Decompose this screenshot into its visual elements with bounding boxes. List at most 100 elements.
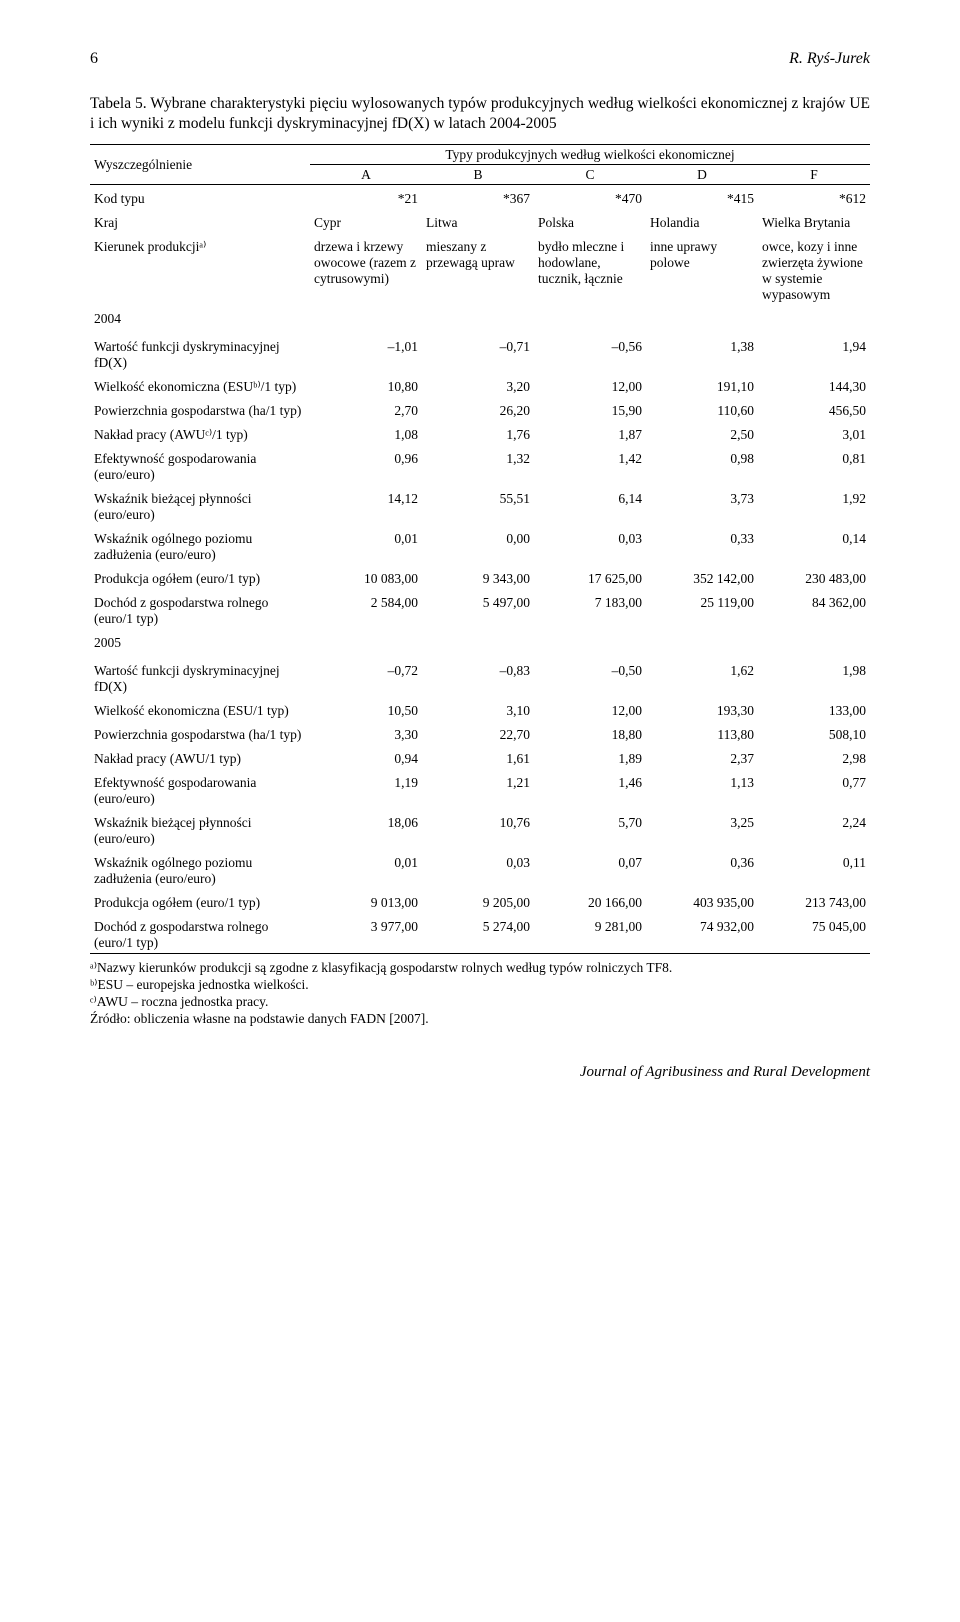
- row-label: Dochód z gospodarstwa rolnego (euro/1 ty…: [90, 913, 310, 954]
- cell: mieszany z przewagą upraw: [422, 233, 534, 305]
- cell: 74 932,00: [646, 913, 758, 954]
- row-label: Wartość funkcji dyskryminacyjnej fD(X): [90, 657, 310, 697]
- cell: *367: [422, 185, 534, 210]
- cell: 1,19: [310, 769, 422, 809]
- cell: Litwa: [422, 209, 534, 233]
- cell: 3,25: [646, 809, 758, 849]
- cell: 0,07: [534, 849, 646, 889]
- cell: 144,30: [758, 373, 870, 397]
- cell: Polska: [534, 209, 646, 233]
- cell: owce, kozy i inne zwierzęta żywione w sy…: [758, 233, 870, 305]
- cell: 10,76: [422, 809, 534, 849]
- row-label: Efektywność gospodarowania (euro/euro): [90, 769, 310, 809]
- cell: –1,01: [310, 333, 422, 373]
- cell: 5,70: [534, 809, 646, 849]
- cell: 0,94: [310, 745, 422, 769]
- cell: 9 343,00: [422, 565, 534, 589]
- cell: 1,61: [422, 745, 534, 769]
- row-label: Powierzchnia gospodarstwa (ha/1 typ): [90, 397, 310, 421]
- cell: 1,98: [758, 657, 870, 697]
- cell: 14,12: [310, 485, 422, 525]
- cell: 1,87: [534, 421, 646, 445]
- cell: 230 483,00: [758, 565, 870, 589]
- cell: drzewa i krzewy owocowe (razem z cytruso…: [310, 233, 422, 305]
- cell: 0,00: [422, 525, 534, 565]
- cell: *415: [646, 185, 758, 210]
- cell: 0,36: [646, 849, 758, 889]
- cell: 0,96: [310, 445, 422, 485]
- cell: 3,20: [422, 373, 534, 397]
- row-label: Wielkość ekonomiczna (ESU/1 typ): [90, 697, 310, 721]
- cell: 22,70: [422, 721, 534, 745]
- row-label: Dochód z gospodarstwa rolnego (euro/1 ty…: [90, 589, 310, 629]
- year-2004: 2004: [90, 305, 870, 333]
- cell: 1,13: [646, 769, 758, 809]
- row-label: Wskaźnik bieżącej płynności (euro/euro): [90, 809, 310, 849]
- cell: 113,80: [646, 721, 758, 745]
- cell: 0,81: [758, 445, 870, 485]
- cell: 191,10: [646, 373, 758, 397]
- cell: 10,80: [310, 373, 422, 397]
- cell: 193,30: [646, 697, 758, 721]
- cell: 1,94: [758, 333, 870, 373]
- cell: *470: [534, 185, 646, 210]
- cell: *21: [310, 185, 422, 210]
- cell: 352 142,00: [646, 565, 758, 589]
- cell: 508,10: [758, 721, 870, 745]
- cell: 3,30: [310, 721, 422, 745]
- cell: –0,56: [534, 333, 646, 373]
- cell: 18,80: [534, 721, 646, 745]
- cell: 25 119,00: [646, 589, 758, 629]
- row-label: Wskaźnik bieżącej płynności (euro/euro): [90, 485, 310, 525]
- year-2005: 2005: [90, 629, 870, 657]
- cell: 10,50: [310, 697, 422, 721]
- row-label: Wielkość ekonomiczna (ESUᵇ⁾/1 typ): [90, 373, 310, 397]
- cell: 0,33: [646, 525, 758, 565]
- cell: –0,71: [422, 333, 534, 373]
- cell: 5 497,00: [422, 589, 534, 629]
- cell: 403 935,00: [646, 889, 758, 913]
- cell: 2,37: [646, 745, 758, 769]
- cell: 0,03: [534, 525, 646, 565]
- row-label: Efektywność gospodarowania (euro/euro): [90, 445, 310, 485]
- cell: *612: [758, 185, 870, 210]
- cell: 9 013,00: [310, 889, 422, 913]
- cell: 0,03: [422, 849, 534, 889]
- cell: 12,00: [534, 697, 646, 721]
- cell: 1,42: [534, 445, 646, 485]
- cell: 110,60: [646, 397, 758, 421]
- footnote-b: ᵇ⁾ESU – europejska jednostka wielkości.: [90, 977, 870, 994]
- row-label: Nakład pracy (AWUᶜ⁾/1 typ): [90, 421, 310, 445]
- cell: 2,70: [310, 397, 422, 421]
- row-label: Produkcja ogółem (euro/1 typ): [90, 565, 310, 589]
- col-letter: C: [534, 165, 646, 185]
- cell: 17 625,00: [534, 565, 646, 589]
- cell: 20 166,00: [534, 889, 646, 913]
- cell: 1,62: [646, 657, 758, 697]
- row-label: Wskaźnik ogólnego poziomu zadłużenia (eu…: [90, 525, 310, 565]
- table-caption: Tabela 5. Wybrane charakterystyki pięciu…: [90, 94, 870, 134]
- running-header: 6 R. Ryś-Jurek: [90, 50, 870, 68]
- cell: 1,76: [422, 421, 534, 445]
- col-letter: B: [422, 165, 534, 185]
- cell: inne uprawy polowe: [646, 233, 758, 305]
- cell: 9 205,00: [422, 889, 534, 913]
- cell: Cypr: [310, 209, 422, 233]
- cell: 3,73: [646, 485, 758, 525]
- footnotes: ᵃ⁾Nazwy kierunków produkcji są zgodne z …: [90, 960, 870, 1028]
- spanner: Typy produkcyjnych według wielkości ekon…: [310, 145, 870, 165]
- cell: 0,77: [758, 769, 870, 809]
- cell: 18,06: [310, 809, 422, 849]
- cell: 84 362,00: [758, 589, 870, 629]
- cell: 0,11: [758, 849, 870, 889]
- cell: 6,14: [534, 485, 646, 525]
- cell: 1,46: [534, 769, 646, 809]
- cell: 1,21: [422, 769, 534, 809]
- cell: 0,14: [758, 525, 870, 565]
- cell: 1,08: [310, 421, 422, 445]
- cell: 0,01: [310, 849, 422, 889]
- page-number: 6: [90, 50, 98, 68]
- running-head: R. Ryś-Jurek: [789, 50, 870, 68]
- cell: 55,51: [422, 485, 534, 525]
- col-letter: A: [310, 165, 422, 185]
